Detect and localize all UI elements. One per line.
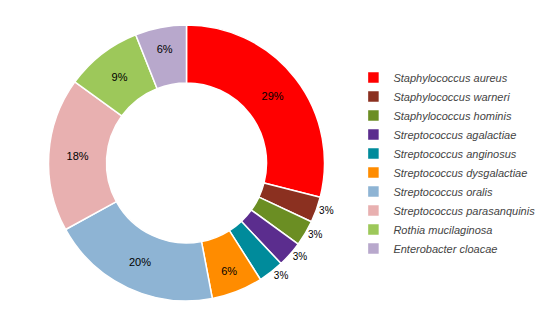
svg-text:20%: 20%: [129, 256, 151, 268]
svg-text:6%: 6%: [221, 265, 237, 277]
svg-text:Staphylococcus hominis: Staphylococcus hominis: [393, 110, 512, 122]
svg-text:Streptococcus dysgalactiae: Streptococcus dysgalactiae: [393, 167, 527, 179]
svg-text:Rothia mucilaginosa: Rothia mucilaginosa: [393, 224, 492, 236]
svg-text:3%: 3%: [293, 251, 308, 262]
svg-text:6%: 6%: [157, 43, 173, 55]
svg-text:Streptococcus parasanquinis: Streptococcus parasanquinis: [393, 205, 535, 217]
svg-text:18%: 18%: [67, 150, 89, 162]
svg-text:3%: 3%: [274, 270, 289, 281]
svg-text:Streptococcus anginosus: Streptococcus anginosus: [393, 148, 516, 160]
svg-text:Enterobacter cloacae: Enterobacter cloacae: [393, 243, 497, 255]
svg-text:3%: 3%: [319, 205, 334, 216]
svg-text:9%: 9%: [112, 71, 128, 83]
svg-text:3%: 3%: [308, 229, 323, 240]
svg-text:Staphylococcus aureus: Staphylococcus aureus: [393, 72, 507, 84]
svg-text:29%: 29%: [262, 90, 284, 102]
svg-text:Streptococcus agalactiae: Streptococcus agalactiae: [393, 129, 516, 141]
svg-text:Staphylococcus warneri: Staphylococcus warneri: [393, 91, 510, 103]
svg-text:Streptococcus oralis: Streptococcus oralis: [393, 186, 493, 198]
